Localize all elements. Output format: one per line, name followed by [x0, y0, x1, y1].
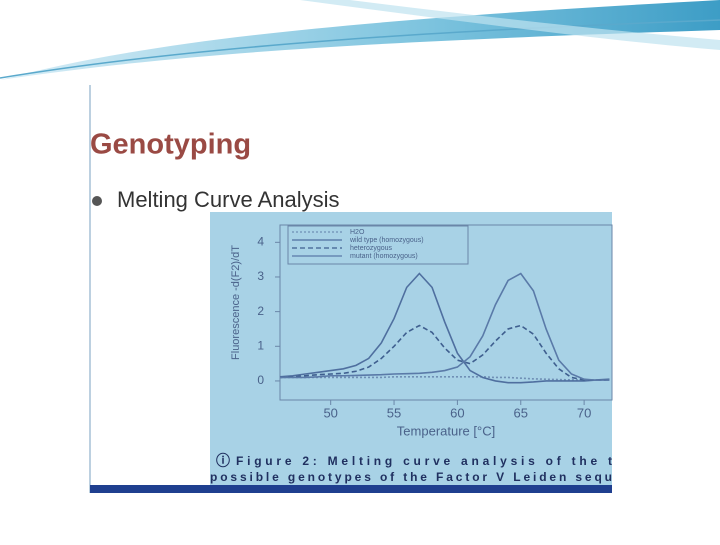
legend-label: H2O	[350, 229, 365, 236]
plot-frame	[279, 224, 613, 401]
x-tick-label: 65	[514, 405, 528, 420]
y-tick-label: 3	[257, 269, 264, 283]
series-line	[279, 324, 610, 382]
series-line	[280, 375, 610, 381]
series-line	[280, 272, 610, 382]
y-axis-label: Fluorescence -d(F2)/dT	[230, 245, 242, 360]
plot: 0 1 2 3 4 50 55 60 65 70 Temperature [°C] Fluoresce…	[230, 225, 610, 438]
figure-background	[210, 212, 612, 485]
header-swoosh	[0, 0, 720, 80]
legend-label: wild type (homozygous)	[349, 237, 424, 244]
y-tick-label: 4	[257, 234, 264, 248]
bullet-text: Melting Curve Analysis	[117, 187, 340, 212]
x-axis-label: Temperature [°C]	[397, 423, 495, 438]
x-tick-label: 60	[450, 405, 464, 420]
slide-title: Genotyping	[90, 129, 251, 161]
x-tick-label: 55	[387, 405, 401, 420]
y-tick-label: 2	[257, 304, 264, 318]
bullet-dot	[92, 196, 102, 206]
y-tick-label: 1	[257, 338, 264, 352]
series-line	[279, 272, 610, 384]
x-tick-label: 50	[323, 405, 337, 420]
caption-icon: ⓘ	[216, 453, 230, 469]
header-line	[0, 19, 720, 79]
legend-label: heterozygous	[350, 245, 393, 252]
x-tick-label: 70	[577, 405, 591, 420]
y-tick-label: 0	[257, 373, 264, 387]
header-swoosh	[300, 0, 720, 50]
image-bottom-bar	[90, 485, 612, 493]
legend-label: mutant (homozygous)	[350, 253, 418, 260]
legend-box	[287, 225, 469, 265]
